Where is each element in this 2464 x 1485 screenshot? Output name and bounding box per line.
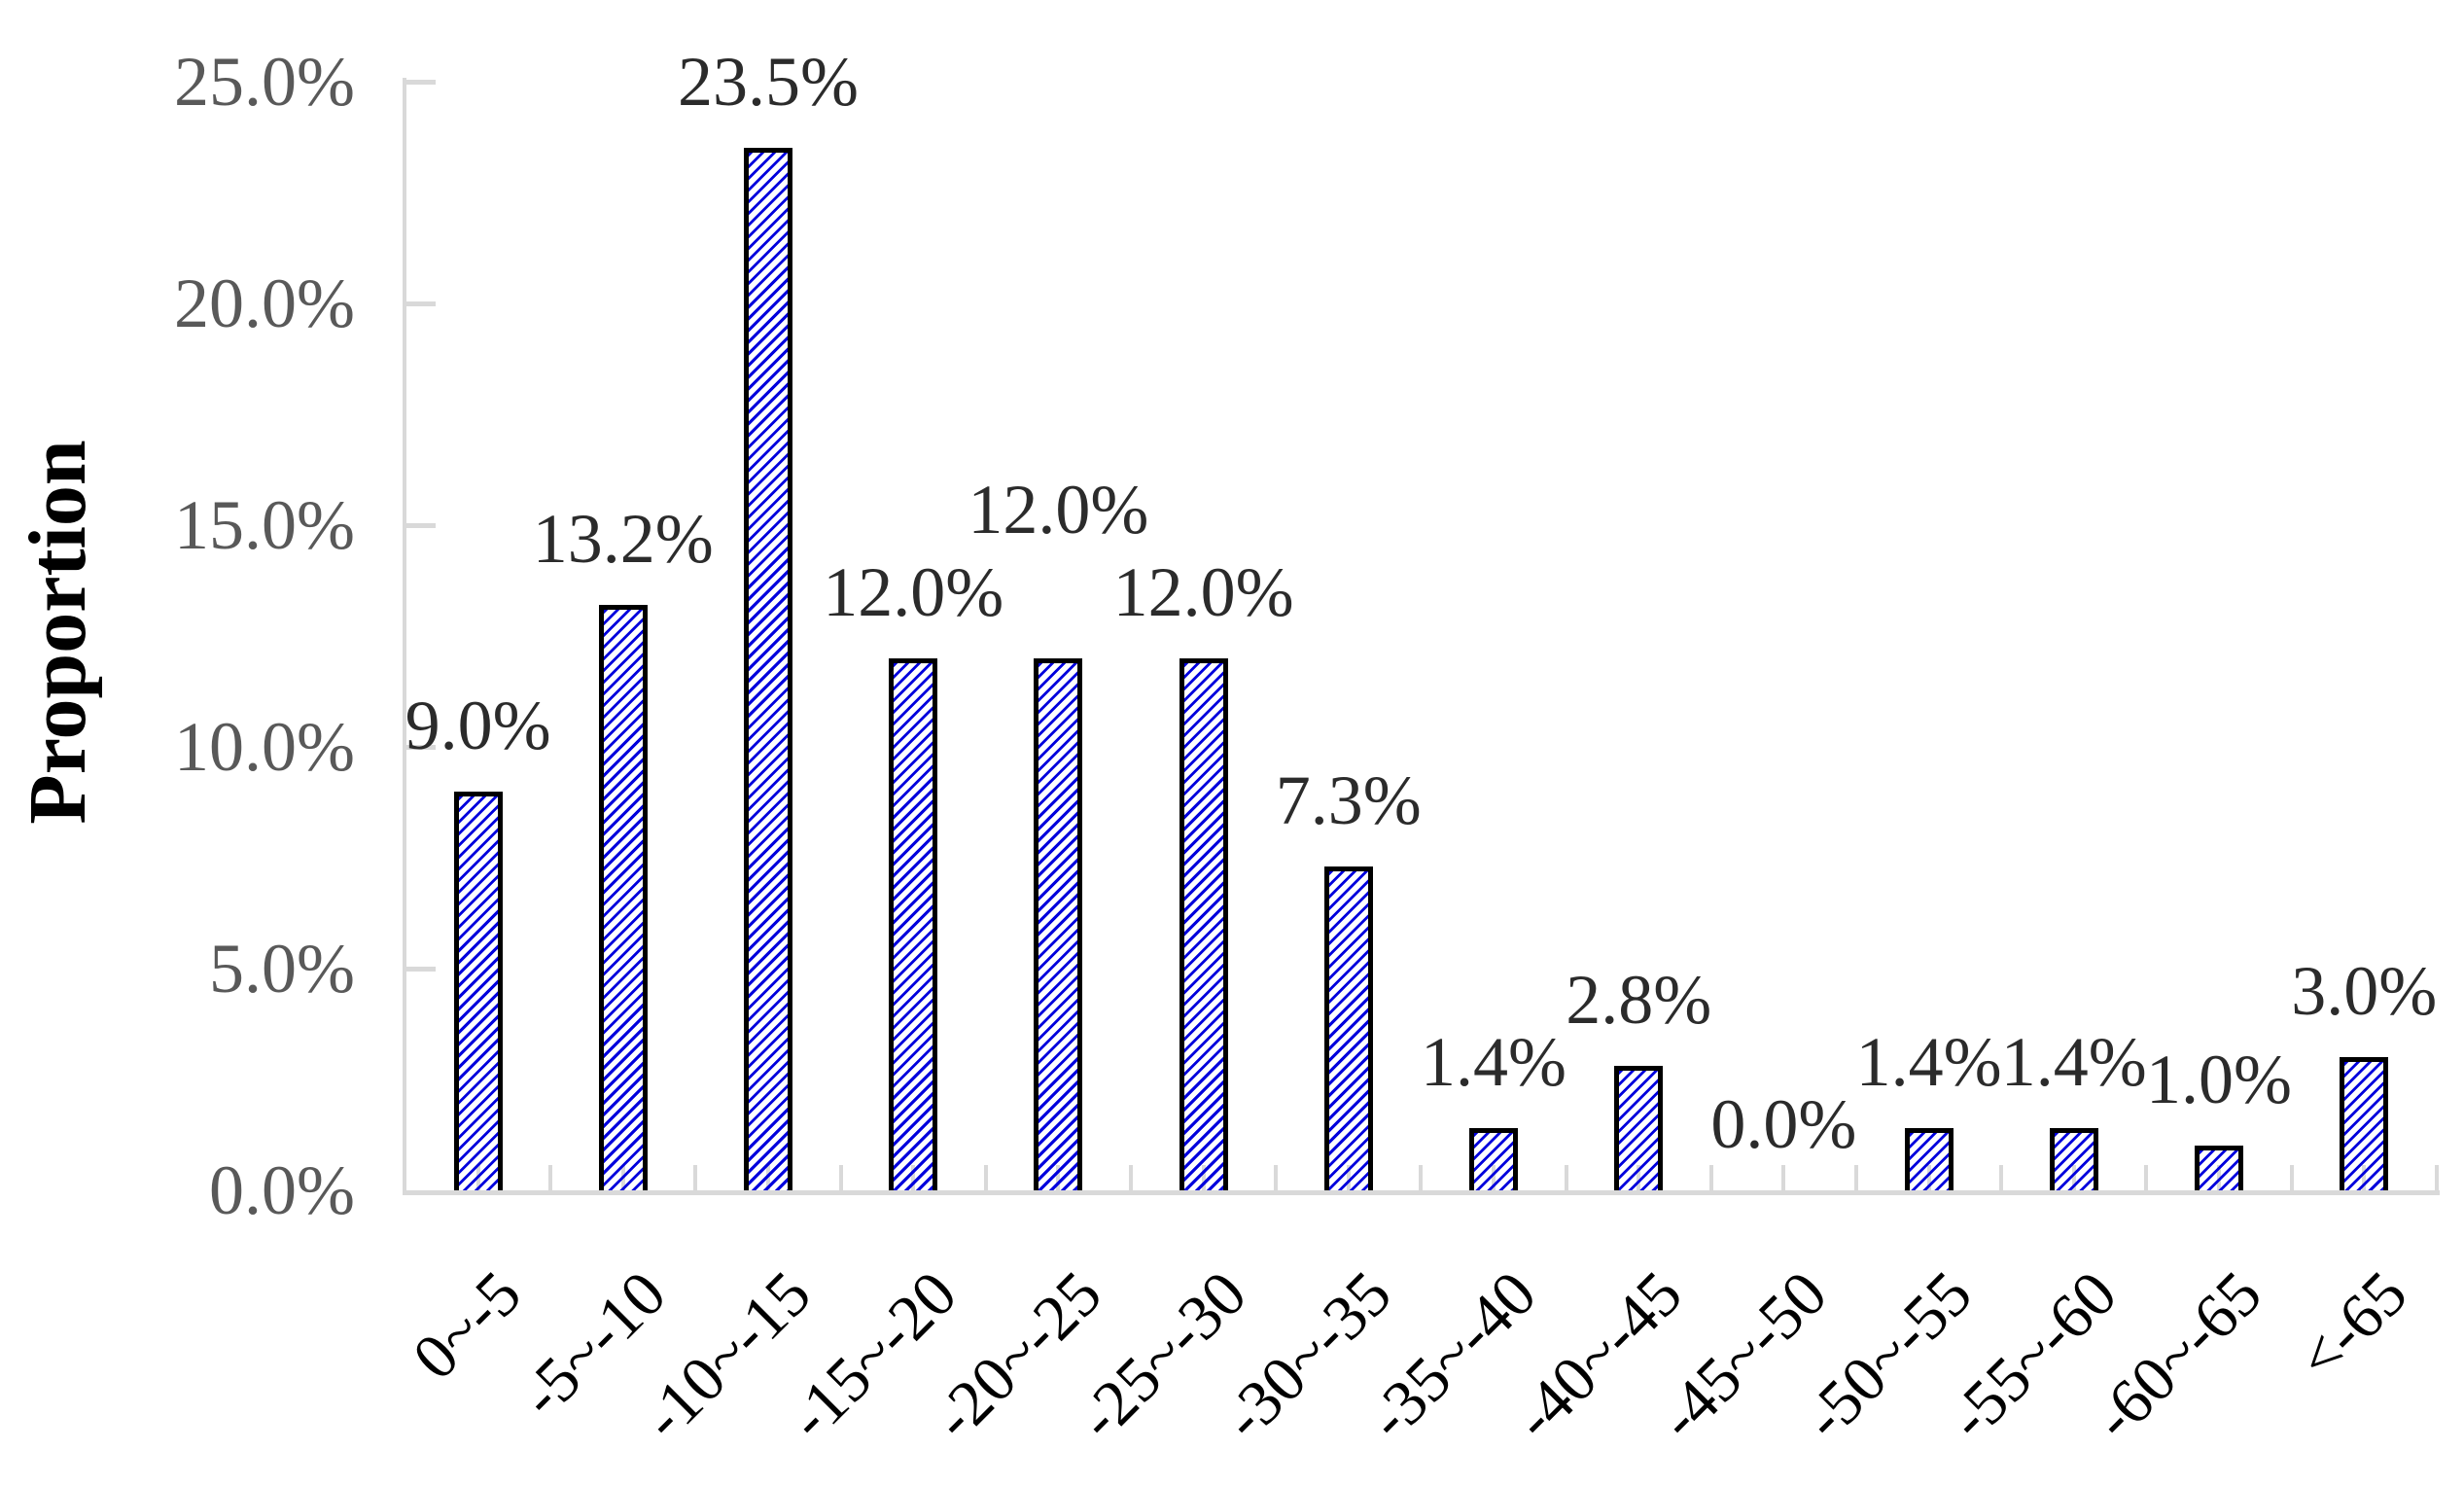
data-label: 12.0%	[968, 470, 1149, 548]
bar	[598, 605, 648, 1195]
x-tick	[2289, 1165, 2294, 1190]
bar	[1469, 1128, 1518, 1195]
y-tick-label: 15.0%	[174, 486, 355, 564]
data-label: 9.0%	[405, 686, 551, 764]
y-tick	[406, 80, 436, 85]
x-tick	[2434, 1165, 2439, 1190]
data-label: 3.0%	[2291, 952, 2438, 1031]
data-label: 13.2%	[532, 500, 714, 579]
category-label: <-65	[2284, 1257, 2421, 1395]
y-tick-label: 10.0%	[174, 708, 355, 786]
x-tick	[1129, 1165, 1133, 1190]
y-tick	[406, 301, 436, 306]
bar	[2195, 1146, 2243, 1195]
x-tick	[1708, 1165, 1713, 1190]
y-tick	[406, 745, 436, 750]
y-tick-label: 20.0%	[174, 265, 355, 342]
x-tick	[693, 1165, 698, 1190]
bar	[1034, 657, 1083, 1195]
x-tick	[838, 1165, 843, 1190]
x-tick	[1564, 1165, 1568, 1190]
bar	[1323, 866, 1373, 1195]
x-tick	[548, 1165, 553, 1190]
data-label: 1.4%	[1855, 1023, 2002, 1102]
x-tick	[1999, 1165, 2004, 1190]
y-tick	[406, 967, 436, 972]
bar	[2049, 1128, 2098, 1195]
x-tick	[983, 1165, 988, 1190]
bar	[1179, 657, 1228, 1195]
bar	[2340, 1057, 2389, 1195]
bar	[744, 148, 792, 1195]
bar	[453, 791, 503, 1195]
data-label: 12.0%	[1112, 552, 1294, 631]
x-tick	[1854, 1165, 1858, 1190]
data-label: 23.5%	[678, 43, 859, 122]
data-label: 7.3%	[1275, 761, 1422, 840]
y-tick-label: 5.0%	[209, 930, 355, 1008]
data-label: 2.8%	[1566, 961, 1712, 1040]
data-label: 0.0%	[1710, 1085, 1857, 1163]
x-tick	[2144, 1165, 2149, 1190]
x-tick	[1274, 1165, 1279, 1190]
y-tick-label: 0.0%	[209, 1151, 355, 1229]
x-tick	[1419, 1165, 1424, 1190]
data-label: 1.0%	[2146, 1041, 2292, 1119]
data-label: 12.0%	[823, 552, 1004, 631]
y-axis-title: Proportion	[13, 440, 103, 825]
data-label: 1.4%	[1421, 1023, 1566, 1102]
y-tick-label: 25.0%	[174, 43, 355, 121]
x-tick	[1781, 1165, 1786, 1190]
y-axis-line	[403, 78, 406, 1195]
x-axis-line	[403, 1190, 2440, 1195]
data-label: 1.4%	[2000, 1023, 2147, 1102]
y-tick	[406, 523, 436, 528]
bar	[889, 657, 938, 1195]
